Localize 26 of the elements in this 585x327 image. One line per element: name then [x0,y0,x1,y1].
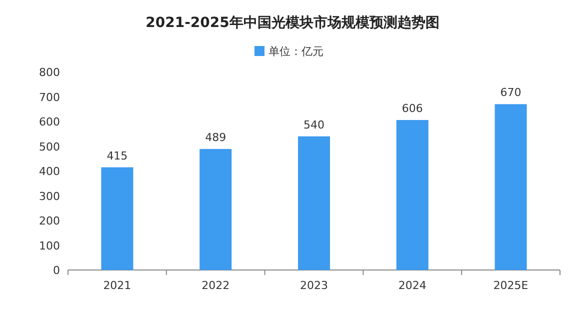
y-tick-label: 800 [39,66,60,79]
x-tick-label: 2024 [398,279,426,292]
chart-title: 2021-2025年中国光模块市场规模预测趋势图 [146,14,440,31]
bar [101,167,134,270]
x-tick-label: 2021 [103,279,132,292]
bar [200,148,232,270]
y-tick-label: 100 [39,239,60,252]
data-label: 489 [205,130,226,144]
data-label: 606 [402,102,423,116]
x-tick-label: 2022 [202,279,230,292]
data-label: 540 [304,118,324,132]
bar [396,120,428,270]
y-tick-label: 300 [39,190,60,203]
legend-label: 单位：亿元 [268,45,324,58]
y-tick-label: 500 [39,140,60,154]
x-tick-label: 2023 [300,279,328,292]
y-tick-label: 600 [39,116,60,128]
y-tick-label: 700 [39,90,60,104]
y-tick-label: 200 [39,214,60,228]
x-tick-label: 2025E [493,279,528,292]
data-label: 670 [500,86,522,100]
data-label: 415 [106,149,128,162]
y-tick-label: 0 [53,264,60,277]
bar [494,104,527,270]
bar [298,136,330,270]
y-tick-label: 400 [39,165,60,178]
